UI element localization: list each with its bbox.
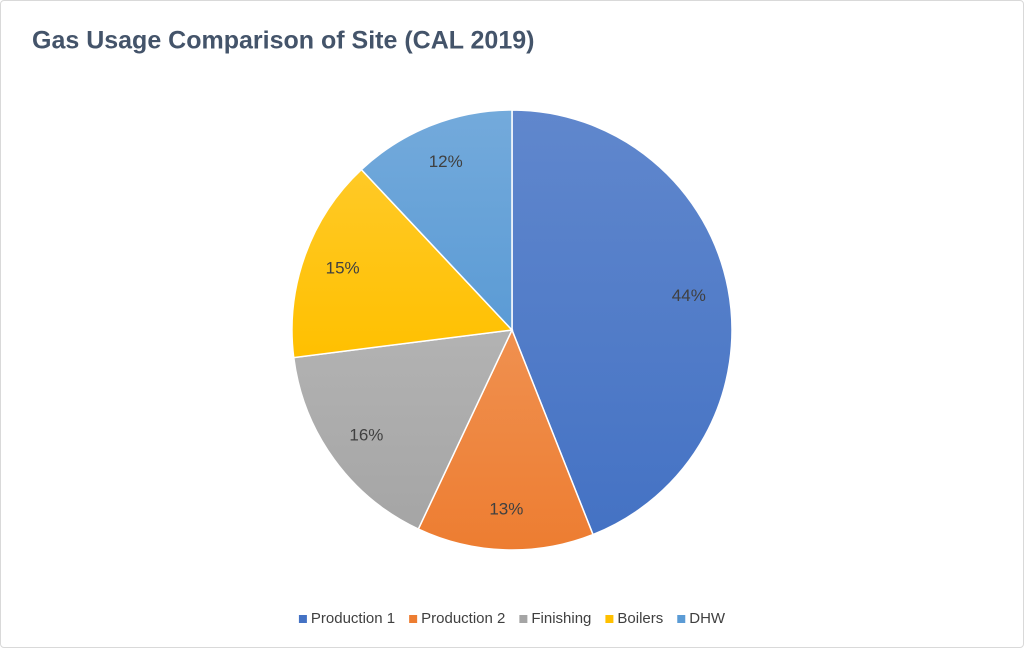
legend-swatch [677,615,686,623]
legend-label: Boilers [617,610,663,627]
pie-slice [511,109,733,536]
legend-label: Production 1 [311,610,395,627]
pie-slice [417,328,594,551]
legend-swatch [298,615,307,623]
legend: Production 1 Production 2 Finishing Boilers… [298,610,726,627]
chart-title: Gas Usage Comparison of Site (CAL 2019) [32,27,534,55]
legend-label: Production 2 [421,610,505,627]
data-label: 13% [489,499,523,518]
legend-label: Finishing [531,610,591,627]
pie-slice [292,329,514,531]
legend-label: DHW [689,610,726,627]
legend-swatch [605,615,614,623]
data-label: 15% [326,259,360,278]
legend-swatch [519,615,528,623]
data-label: 12% [429,152,463,171]
pie-slice [291,168,514,359]
pie-slice [360,109,513,332]
legend-swatch [409,615,418,623]
data-label: 44% [672,286,706,305]
data-label: 16% [349,425,383,444]
